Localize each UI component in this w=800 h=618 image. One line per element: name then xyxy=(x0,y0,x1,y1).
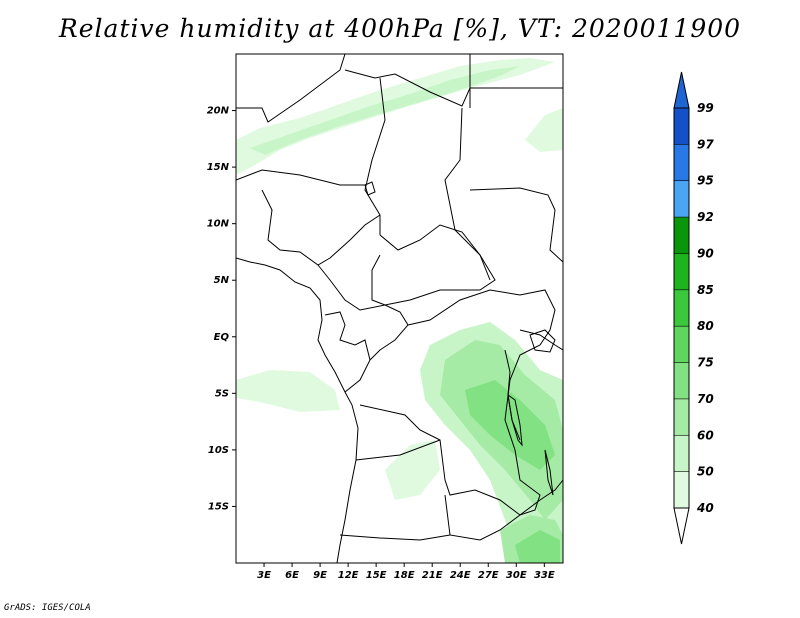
lon-label: 12E xyxy=(338,570,359,581)
colorbar-label: 99 xyxy=(697,101,714,115)
humidity-patch-south xyxy=(385,440,440,500)
colorbar-label: 70 xyxy=(697,392,714,406)
border-niger xyxy=(236,169,365,186)
lon-label: 18E xyxy=(394,570,415,581)
lon-label: 9E xyxy=(313,570,327,581)
lon-label: 24E xyxy=(450,570,471,581)
colorbar-label: 80 xyxy=(697,319,714,333)
lat-label: 5N xyxy=(214,275,230,286)
lat-label: 10N xyxy=(207,219,230,230)
colorbar: 40 50 60 70 75 80 85 90 92 95 97 99 xyxy=(673,71,714,545)
lon-label: 33E xyxy=(534,570,555,581)
lon-label: 15E xyxy=(366,570,387,581)
border-nigeria xyxy=(261,189,381,266)
lat-label: EQ xyxy=(214,332,230,343)
lon-label: 30E xyxy=(506,570,527,581)
border-southeast xyxy=(519,479,563,516)
colorbar-label: 75 xyxy=(697,356,714,370)
humidity-patch-se-inner xyxy=(515,530,560,563)
longitude-axis: 3E 6E 9E 12E 15E 18E 21E 24E 27E 30E 33E xyxy=(257,563,555,581)
colorbar-label: 60 xyxy=(697,428,714,442)
colorbar-band xyxy=(674,289,689,327)
colorbar-band xyxy=(674,398,689,436)
lat-label: 5S xyxy=(215,388,229,399)
lon-label: 6E xyxy=(285,570,299,581)
lake-chad xyxy=(364,181,376,196)
colorbar-label: 95 xyxy=(697,174,714,188)
humidity-patch-west xyxy=(236,370,340,412)
latitude-axis: 20N 15N 10N 5N EQ 5S 10S 15S xyxy=(207,106,236,512)
border-gabon xyxy=(324,311,371,393)
colorbar-label: 92 xyxy=(697,210,714,224)
colorbar-band xyxy=(674,435,689,472)
border-chad-w xyxy=(364,77,386,235)
colorbar-label: 90 xyxy=(697,246,714,260)
colorbar-label: 50 xyxy=(697,465,714,479)
colorbar-band xyxy=(674,108,689,145)
map-title: Relative humidity at 400hPa [%], VT: 202… xyxy=(58,14,742,43)
border-chad-e xyxy=(444,107,491,281)
border-cameroon xyxy=(317,264,386,311)
border-namibia xyxy=(339,534,451,541)
colorbar-label: 40 xyxy=(696,501,714,515)
lon-label: 3E xyxy=(257,570,271,581)
border-congo xyxy=(369,304,409,361)
border-angola xyxy=(355,439,441,461)
colorbar-label: 85 xyxy=(697,283,714,297)
lakes xyxy=(364,181,556,496)
lat-label: 20N xyxy=(207,106,230,117)
humidity-band-north xyxy=(236,58,555,175)
border-zambia xyxy=(444,494,521,541)
lat-label: 15S xyxy=(208,501,229,512)
colorbar-band xyxy=(674,144,689,181)
border-sudan xyxy=(469,187,563,263)
border-car xyxy=(371,224,496,306)
coastline xyxy=(236,257,359,563)
border-uganda xyxy=(519,329,563,351)
colorbar-bottom-arrow xyxy=(673,507,690,545)
humidity-shading xyxy=(236,58,563,563)
grads-credit: GrADS: IGES/COLA xyxy=(4,603,91,613)
colorbar-band xyxy=(674,326,689,363)
colorbar-band xyxy=(674,180,689,218)
border-drc xyxy=(359,289,556,516)
humidity-band-north-inner xyxy=(250,66,520,155)
lake-malawi xyxy=(544,449,554,496)
lake-victoria xyxy=(529,329,556,353)
colorbar-band xyxy=(674,253,689,290)
colorbar-label: 97 xyxy=(697,137,714,151)
country-boundaries xyxy=(236,54,563,563)
border-north-1 xyxy=(236,54,346,123)
lat-label: 10S xyxy=(208,445,229,456)
colorbar-band xyxy=(674,471,689,508)
lat-label: 15N xyxy=(207,162,230,173)
humidity-patch-ne xyxy=(525,108,563,152)
lake-tanganyika xyxy=(507,393,523,447)
lon-label: 21E xyxy=(422,570,443,581)
colorbar-top-arrow xyxy=(673,71,690,109)
humidity-core-east-deep xyxy=(465,380,555,470)
colorbar-band xyxy=(674,362,689,399)
lon-label: 27E xyxy=(478,570,499,581)
colorbar-band xyxy=(674,217,689,254)
map-frame xyxy=(235,53,564,564)
